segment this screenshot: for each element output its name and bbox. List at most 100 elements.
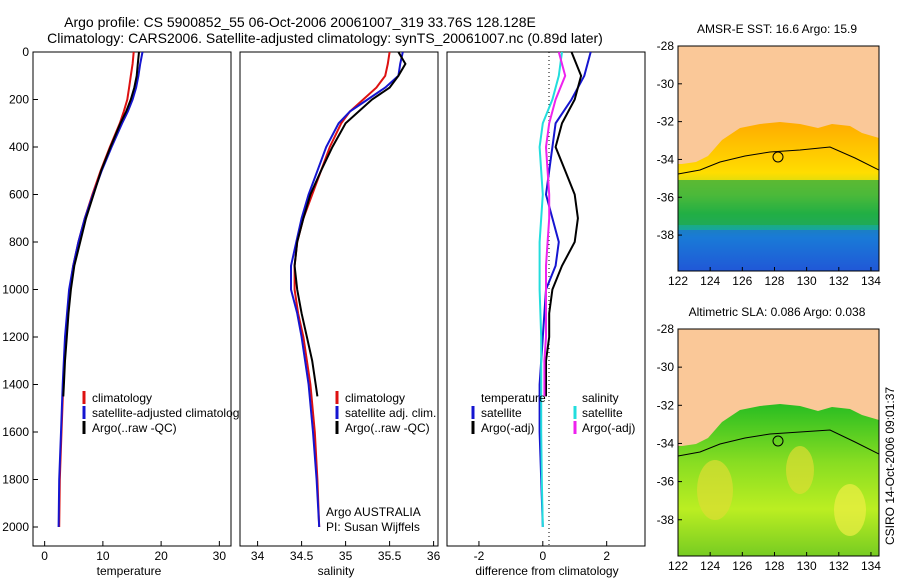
map-x-tick-label: 122	[668, 274, 688, 288]
map-x-tick-label: 134	[861, 274, 881, 288]
map-x-tick-label: 128	[764, 274, 784, 288]
salinity-panel: 34 34.5 35 35.5 36 climatology satellite adj…	[239, 51, 441, 578]
series-temperature-argo-adj-	[545, 51, 583, 397]
x-tick-label: 30	[213, 549, 227, 563]
y-tick-label: 1800	[2, 473, 29, 487]
x-tick-label: -2	[474, 549, 485, 563]
temperature-legend: climatology satellite-adjusted climatolo…	[82, 391, 245, 435]
sst-isotherm	[678, 146, 879, 175]
sst-map-title: AMSR-E SST: 16.6 Argo: 15.9	[697, 22, 857, 36]
map-x-tick-label: 132	[829, 559, 849, 573]
x-tick-label: 36	[427, 549, 441, 563]
temperature-panel: 0 200 400 600 800 1000 1200 1400 1600 1800 2000 0 1…	[2, 45, 245, 578]
map-y-tick-label: -30	[657, 360, 675, 374]
series-satellite-adj-clim-	[290, 51, 404, 528]
x-tick-label: 34.5	[290, 549, 314, 563]
y-tick-label: 0	[22, 45, 29, 59]
sla-map-title: Altimetric SLA: 0.086 Argo: 0.038	[689, 305, 866, 319]
sla-eddy-2	[786, 446, 814, 494]
figure-title-line1: Argo profile: CS 5900852_55 06-Oct-2006 …	[64, 14, 536, 30]
sla-argo-marker	[772, 435, 784, 447]
series-salinity-satellite	[538, 51, 563, 528]
map-x-tick-label: 130	[797, 559, 817, 573]
annotation-pi: PI: Susan Wijffels	[326, 520, 420, 534]
sst-land-mass	[678, 46, 879, 164]
x-tick-label: 2	[603, 549, 610, 563]
sla-contour	[678, 429, 879, 457]
sla-eddy-1	[697, 460, 733, 520]
x-tick-label: 35	[339, 549, 353, 563]
map-y-tick-label: -32	[657, 398, 675, 412]
salinity-legend: climatology satellite adj. clim. Argo(..…	[335, 391, 436, 435]
map-y-tick-label: -30	[657, 77, 675, 91]
legend-label-argo: Argo(..raw -QC)	[345, 421, 430, 435]
difference-xlabel: difference from climatology	[475, 564, 618, 578]
x-tick-label: 0	[41, 549, 48, 563]
difference-lines	[538, 51, 592, 528]
map-y-tick-label: -38	[657, 513, 675, 527]
y-tick-label: 1600	[2, 425, 29, 439]
map-x-tick-label: 126	[732, 274, 752, 288]
difference-legend-salinity: salinity satellite Argo(-adj)	[573, 391, 635, 435]
sst-cool-band	[678, 180, 879, 225]
y-tick-label: 2000	[2, 520, 29, 534]
map-y-tick-label: -28	[657, 39, 675, 53]
map-x-tick-label: 124	[700, 274, 720, 288]
sla-land-mass	[678, 329, 879, 446]
series-salinity-argo-adj-	[543, 51, 567, 397]
y-tick-label: 1000	[2, 283, 29, 297]
y-tick-label: 400	[9, 140, 29, 154]
legend-label-temp-argo: Argo(-adj)	[481, 421, 534, 435]
series-argo-raw-qc-	[62, 51, 140, 397]
sst-blue-band	[678, 230, 879, 271]
x-tick-label: 34	[251, 549, 265, 563]
temperature-y-ticks: 0 200 400 600 800 1000 1200 1400 1600 1800 2000	[2, 45, 38, 534]
y-tick-label: 1400	[2, 378, 29, 392]
map-y-tick-label: -28	[657, 322, 675, 336]
legend-label-argo: Argo(..raw -QC)	[92, 421, 177, 435]
temperature-x-ticks: 0 10 20 30	[41, 541, 226, 563]
salinity-lines	[290, 51, 407, 528]
sst-argo-marker	[772, 151, 784, 163]
legend-label-sal-argo: Argo(-adj)	[582, 421, 635, 435]
sla-eddy-3	[834, 484, 866, 536]
legend-heading-salinity: salinity	[582, 391, 619, 405]
map-y-tick-label: -32	[657, 115, 675, 129]
sst-map-ticks: 122 124 126 128 130 132 134 -28 -30 -32 -34 -36 -38	[657, 39, 882, 288]
legend-label-satellite: satellite adj. clim.	[345, 406, 436, 420]
difference-panel: -2 0 2 temperature satellite Argo(-adj) sa…	[446, 51, 646, 578]
annotation-program: Argo AUSTRALIA	[326, 505, 421, 519]
map-x-tick-label: 128	[764, 559, 784, 573]
sst-map-panel: AMSR-E SST: 16.6 Argo: 15.9 122 124 126 128…	[657, 22, 882, 288]
map-x-tick-label: 122	[668, 559, 688, 573]
salinity-xlabel: salinity	[318, 564, 355, 578]
legend-label-temp-satellite: satellite	[481, 406, 522, 420]
difference-x-ticks: -2 0 2	[474, 541, 610, 563]
sla-map-panel: Altimetric SLA: 0.086 Argo: 0.038 122 124…	[657, 305, 882, 573]
map-x-tick-label: 126	[732, 559, 752, 573]
map-y-tick-label: -36	[657, 190, 675, 204]
map-x-tick-label: 134	[861, 559, 881, 573]
temperature-lines	[57, 51, 144, 528]
y-tick-label: 600	[9, 188, 29, 202]
map-x-tick-label: 132	[829, 274, 849, 288]
map-y-tick-label: -36	[657, 475, 675, 489]
sla-map-ticks: 122 124 126 128 130 132 134 -28 -30 -32 -34 -36 -38	[657, 322, 882, 573]
sst-map-frame	[677, 45, 880, 272]
x-tick-label: 10	[96, 549, 110, 563]
legend-label-sal-satellite: satellite	[582, 406, 623, 420]
y-tick-label: 200	[9, 93, 29, 107]
x-tick-label: 20	[154, 549, 168, 563]
y-tick-label: 800	[9, 235, 29, 249]
temperature-xlabel: temperature	[97, 564, 162, 578]
map-y-tick-label: -38	[657, 228, 675, 242]
y-tick-label: 1200	[2, 330, 29, 344]
series-argo-raw-qc-	[293, 51, 407, 397]
figure-title-line2: Climatology: CARS2006. Satellite-adjuste…	[47, 30, 603, 46]
difference-legend-temperature: temperature satellite Argo(-adj)	[471, 391, 546, 435]
map-x-tick-label: 124	[700, 559, 720, 573]
legend-label-climatology: climatology	[92, 391, 152, 405]
legend-heading-temperature: temperature	[481, 391, 546, 405]
timestamp-stamp: CSIRO 14-Oct-2006 09:01:37	[883, 387, 897, 545]
